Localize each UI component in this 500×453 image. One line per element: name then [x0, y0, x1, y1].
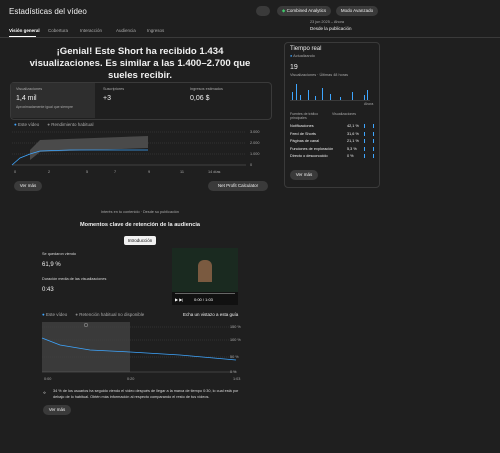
thumbnail-figure	[198, 260, 212, 282]
metric-label: Ingresos estimados	[190, 87, 223, 91]
metric-value: +3	[103, 95, 111, 102]
y-tick-label: 150 %	[230, 325, 241, 329]
info-icon: ⟡	[43, 390, 46, 395]
video-player[interactable]: ▶ ▶| 0:00 / 1:03	[172, 248, 238, 305]
tab[interactable]: Cobertura	[48, 28, 69, 33]
divider	[0, 37, 500, 38]
realtime-card	[284, 42, 380, 188]
x-tick-label: 0	[14, 170, 17, 174]
x-tick-label: 9	[148, 170, 151, 174]
tab[interactable]: Visión general	[9, 28, 40, 33]
button-label: Combined Analytics	[286, 8, 327, 13]
context: Interés en tu contenido · Desde su publi…	[100, 210, 180, 214]
chip[interactable]: Introducción	[124, 236, 156, 245]
x-tick-label: 11	[180, 170, 184, 174]
realtime-status: Actualizando	[293, 54, 315, 58]
metric-label: Visualizaciones	[16, 87, 43, 91]
row-label: Notificaciones	[290, 124, 314, 128]
tab[interactable]: Ingresos	[147, 28, 165, 33]
row-value: 42,1 %	[347, 124, 359, 128]
now-label: Ahora	[364, 102, 374, 106]
tab-underline	[9, 36, 36, 38]
x-tick-label: 1:03	[233, 377, 241, 381]
metric-value: 1,4 mil	[16, 95, 37, 102]
row-sparkline	[364, 131, 374, 136]
period-select[interactable]: Desde la publicación	[310, 26, 352, 31]
x-tick-label: 2	[48, 170, 51, 174]
y-tick-label: 0 %	[230, 370, 237, 374]
advanced-mode-button[interactable]: Modo Avanzado	[336, 6, 378, 16]
metric-note: Aproximadamente igual que siempre	[16, 105, 74, 109]
tab[interactable]: Interacción	[80, 28, 103, 33]
stat-label: Se quedaron viendo	[42, 252, 76, 256]
row-label: Directo o desconocido	[290, 154, 328, 158]
metric-label: Suscriptores	[103, 87, 125, 91]
insight: 34 % de los usuarios ha seguido viendo e…	[53, 389, 239, 399]
tab[interactable]: Audiencia	[116, 28, 136, 33]
realtime-count: 19	[290, 64, 298, 71]
table-header: Visualizaciones	[332, 112, 357, 116]
camera-button[interactable]	[256, 6, 270, 16]
headline: ¡Genial! Este Short ha recibido 1.434 vi…	[29, 46, 251, 81]
row-value: 31,6 %	[347, 131, 359, 136]
x-tick-label: 7	[114, 170, 117, 174]
row-sparkline	[364, 139, 374, 143]
y-tick-label: 100 %	[230, 338, 241, 342]
y-tick-label: 50 %	[230, 355, 239, 359]
legend-label: Retención habitual no disponible	[79, 312, 145, 317]
y-tick-label: 0	[250, 163, 253, 167]
stat-label: Duración media de las visualizaciones	[42, 277, 107, 281]
y-tick-label: 2.000	[250, 141, 260, 145]
row-label: Feed de Shorts	[290, 131, 316, 136]
date-range: 23 jun 2025 – Ahora	[310, 20, 344, 24]
realtime-metric[interactable]: Visualizaciones · Últimas 48 horas	[290, 73, 348, 77]
stat-value: 61,9 %	[42, 262, 61, 268]
legend-label: Rendimiento habitual	[51, 122, 94, 127]
realtime-title: Tiempo real	[290, 46, 322, 52]
more-button[interactable]: Ver más	[14, 181, 42, 191]
row-label: Funciones de exploración	[290, 146, 334, 151]
row-value: 0 %	[347, 154, 354, 158]
page-title: Estadísticas del vídeo	[9, 7, 87, 16]
play-icon[interactable]: ▶ ▶|	[175, 297, 184, 302]
more-button[interactable]: Ver más	[290, 170, 318, 180]
video-time: 0:00 / 1:03	[194, 297, 213, 302]
combined-analytics-button[interactable]: ◆ Combined Analytics	[277, 6, 331, 16]
row-value: 21,1 %	[347, 139, 359, 143]
metric-highlight	[11, 83, 95, 118]
table-header: Fuentes de tráfico principales	[290, 112, 319, 120]
legend-label: Este vídeo	[45, 312, 68, 317]
progress	[175, 293, 235, 294]
row-sparkline	[364, 146, 374, 151]
row-sparkline	[364, 154, 374, 158]
x-tick-label: 0:20	[127, 377, 135, 381]
video-thumbnail	[172, 248, 238, 292]
row-value: 5,3 %	[347, 146, 357, 151]
stat-value: 0:43	[42, 287, 54, 293]
x-tick-label: 14 días	[208, 170, 221, 174]
x-tick-label: 5	[86, 170, 89, 174]
guide-link[interactable]: Echa un vistazo a esta guía	[183, 312, 239, 317]
calculator-button[interactable]: Net Profit Calculator	[208, 181, 268, 191]
row-label: Páginas de canal	[290, 139, 320, 143]
retention-title: Momentos clave de retención de la audien…	[80, 222, 200, 228]
legend-label: Este vídeo	[17, 122, 40, 127]
row-sparkline	[364, 124, 374, 128]
metric-value: 0,06 $	[190, 95, 210, 102]
y-tick-label: 1.000	[250, 152, 260, 156]
x-tick-label: 0:00	[44, 377, 52, 381]
more-button[interactable]: Ver más	[43, 405, 71, 415]
y-tick-label: 3.000	[250, 130, 260, 134]
metrics-card	[10, 82, 272, 120]
